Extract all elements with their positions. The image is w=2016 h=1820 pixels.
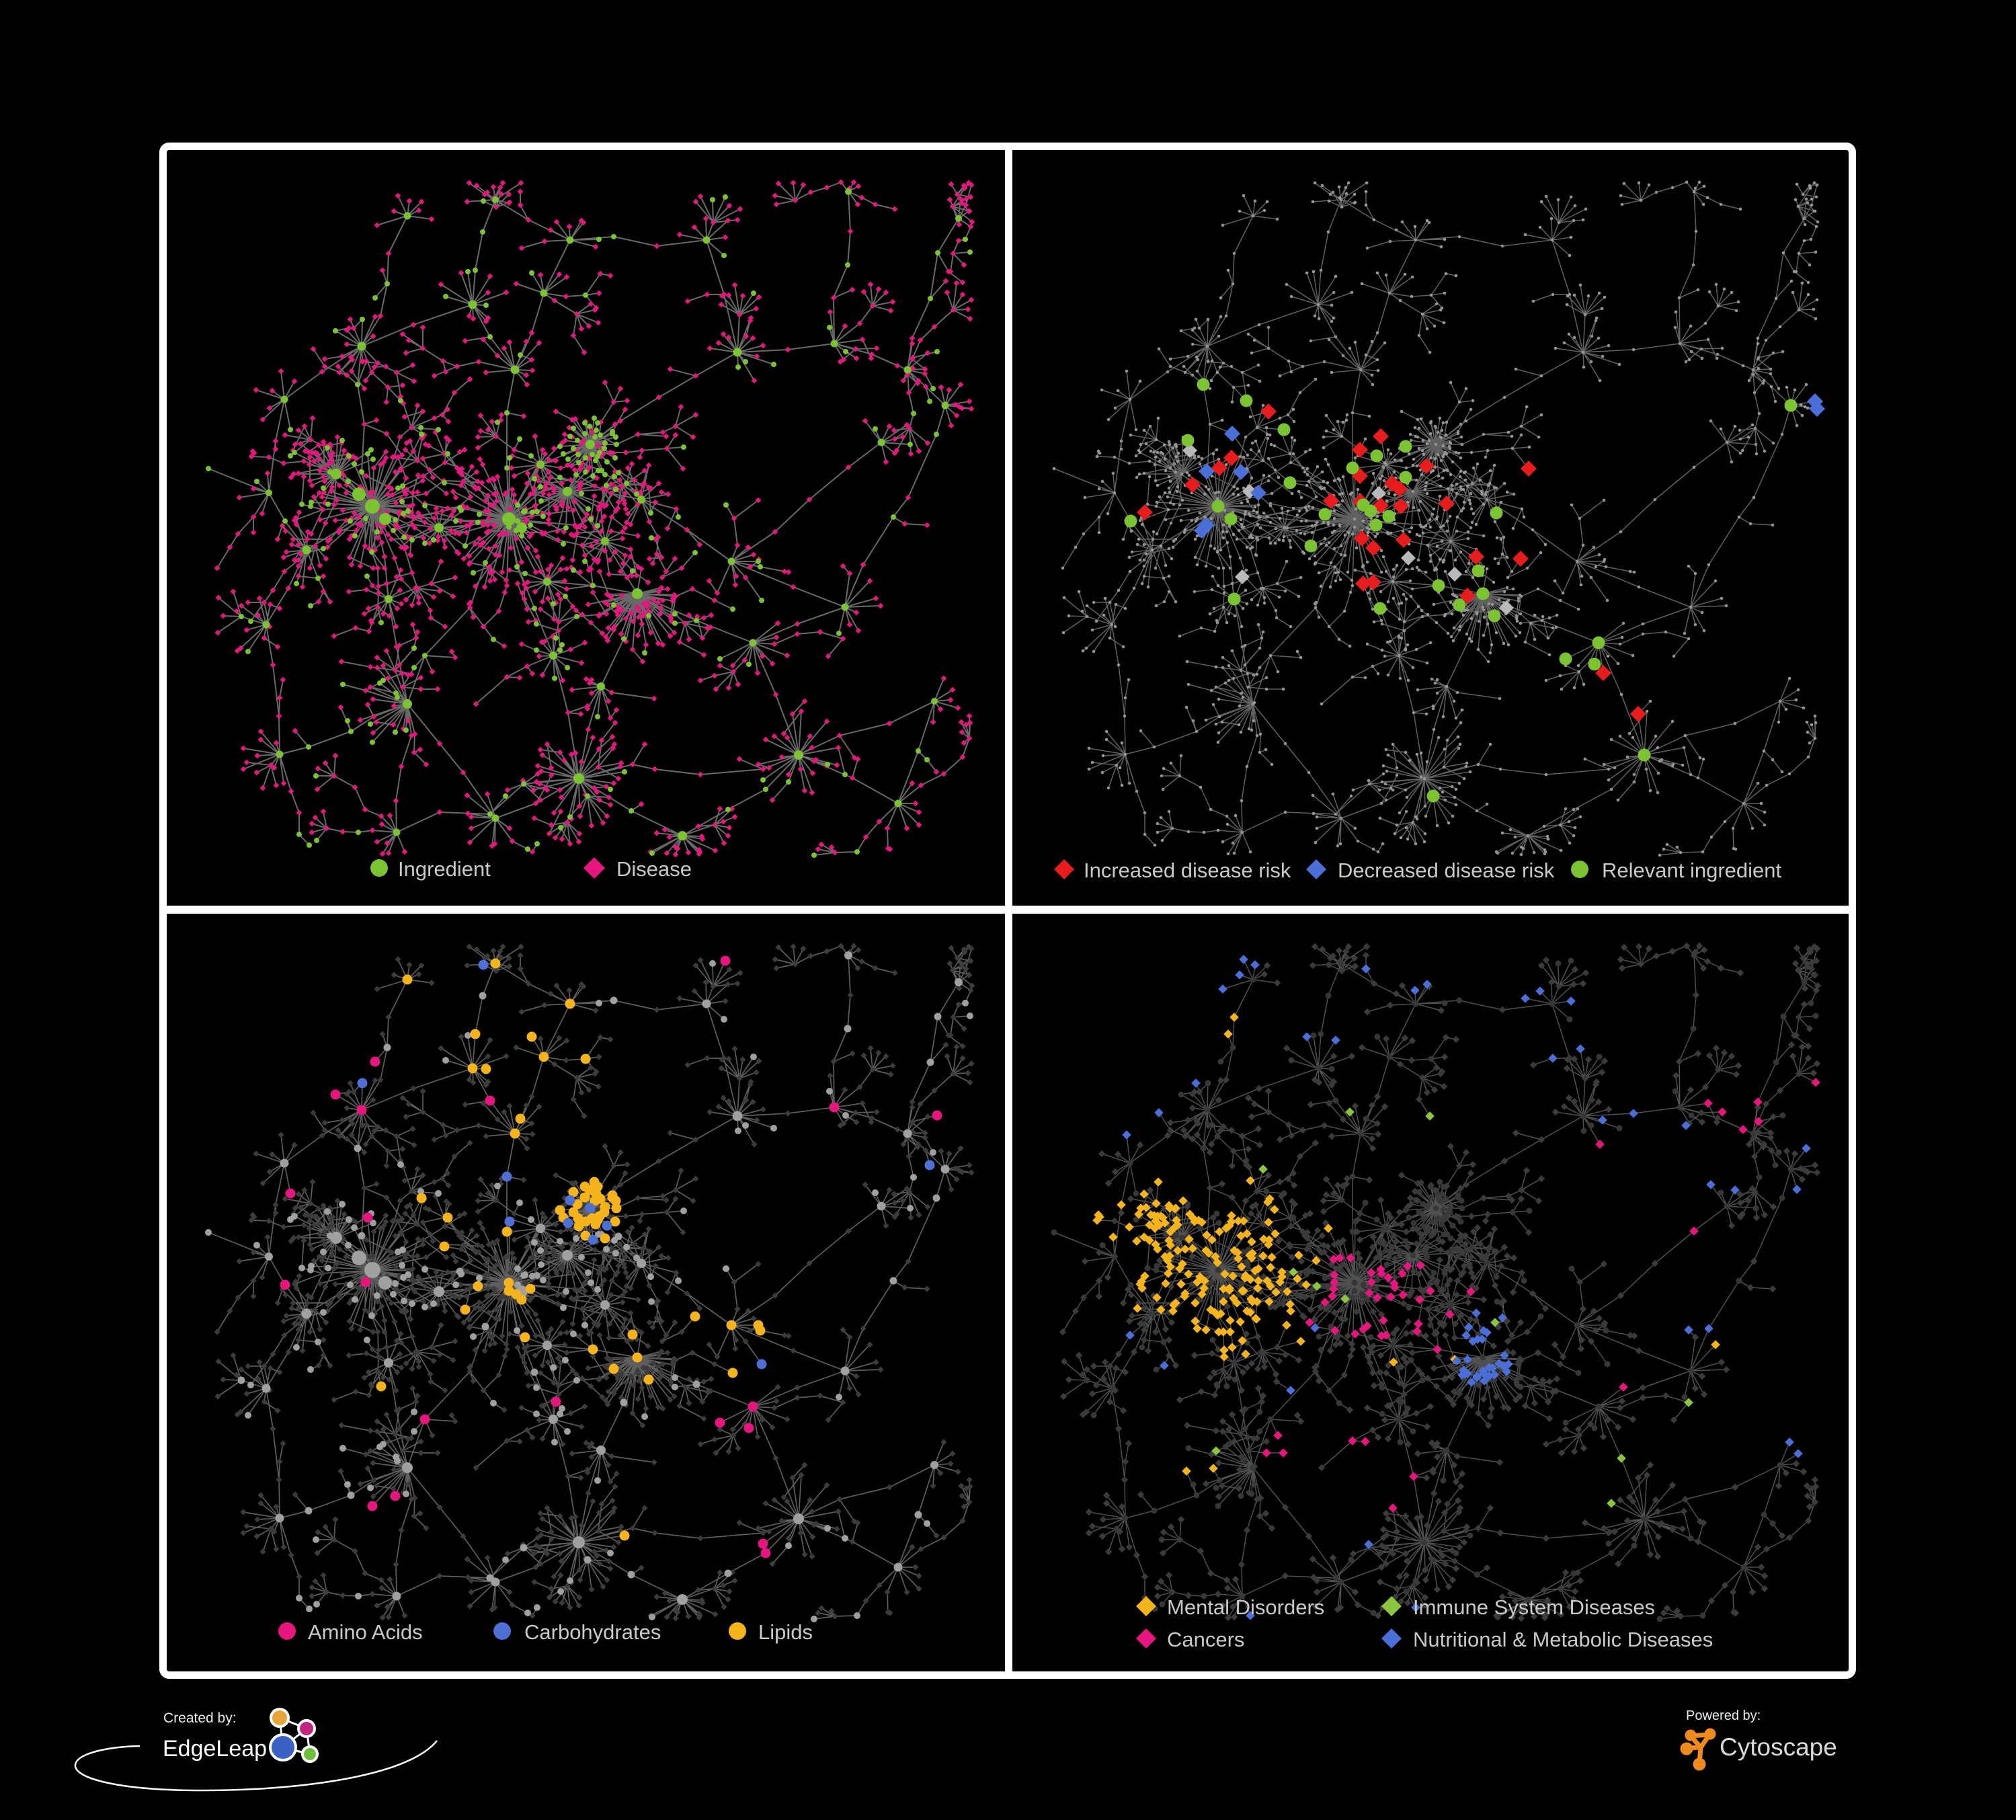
- svg-text:Immune System Diseases: Immune System Diseases: [1413, 1595, 1655, 1619]
- svg-text:Disease: Disease: [616, 857, 692, 881]
- svg-text:Ingredient: Ingredient: [398, 857, 491, 881]
- svg-text:Cytoscape: Cytoscape: [1720, 1733, 1837, 1761]
- svg-text:Mental Disorders: Mental Disorders: [1167, 1595, 1324, 1619]
- svg-text:Amino Acids: Amino Acids: [308, 1620, 423, 1644]
- svg-text:Carbohydrates: Carbohydrates: [524, 1620, 661, 1644]
- svg-text:Decreased disease risk: Decreased disease risk: [1338, 859, 1555, 882]
- svg-text:EdgeLeap: EdgeLeap: [163, 1736, 267, 1762]
- svg-text:Increased disease risk: Increased disease risk: [1084, 859, 1291, 882]
- svg-text:Created by:: Created by:: [163, 1710, 237, 1726]
- svg-text:Nutritional & Metabolic Diseas: Nutritional & Metabolic Diseases: [1413, 1628, 1713, 1651]
- svg-text:Relevant ingredient: Relevant ingredient: [1602, 859, 1782, 882]
- svg-text:Powered by:: Powered by:: [1686, 1708, 1761, 1723]
- svg-text:Cancers: Cancers: [1167, 1628, 1244, 1651]
- svg-text:Lipids: Lipids: [758, 1620, 813, 1644]
